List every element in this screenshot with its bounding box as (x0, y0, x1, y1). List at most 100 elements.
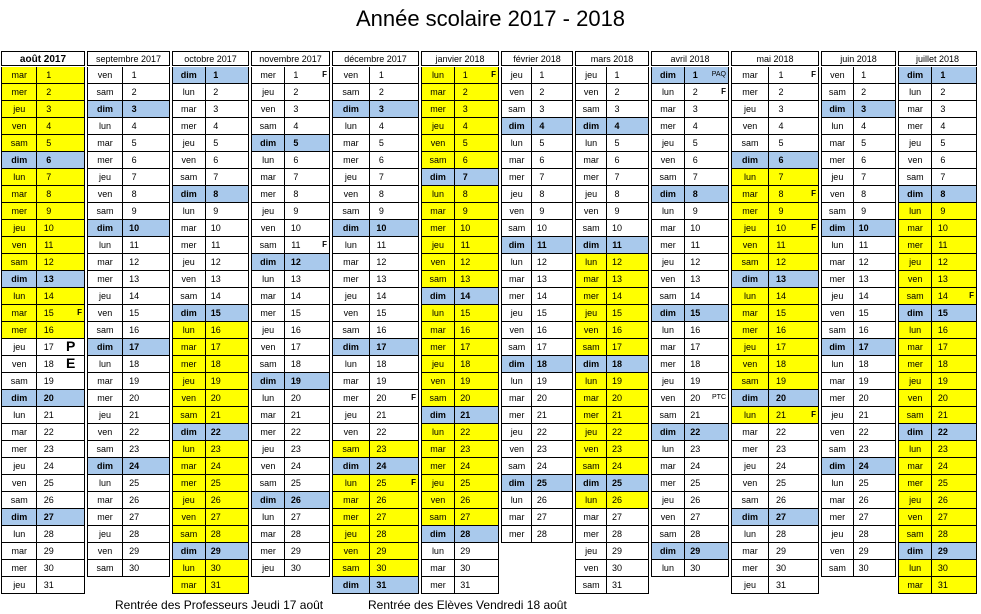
day-number: 1 (213, 70, 219, 80)
day-cell: dim 22 (651, 424, 729, 441)
cell-divider (768, 118, 770, 134)
weekday-label: lun (744, 529, 757, 539)
day-cell: sam 26 (731, 492, 819, 509)
day-marker: F (811, 410, 816, 419)
cell-divider (204, 492, 206, 508)
weekday-label: mar (508, 155, 525, 165)
weekday-label: mer (583, 291, 599, 301)
weekday-label: sam (429, 512, 447, 522)
weekday-label: ven (181, 512, 196, 522)
cell-divider (852, 254, 854, 270)
day-number: 17 (210, 342, 221, 352)
cell-divider (453, 441, 455, 457)
cell-divider (683, 169, 685, 185)
cell-divider (531, 475, 533, 491)
day-number: 3 (462, 104, 468, 114)
cell-divider (852, 339, 854, 355)
day-number: 23 (612, 444, 623, 454)
day-cell: lun 8 (421, 186, 499, 203)
weekday-label: dim (583, 359, 600, 369)
day-number: 21 (612, 410, 623, 420)
weekday-label: jeu (99, 529, 112, 539)
day-number: 31 (376, 580, 387, 590)
day-cell: ven 20 (898, 390, 977, 407)
weekday-label: mer (181, 121, 197, 131)
cell-divider (606, 84, 608, 100)
cell-divider (368, 390, 370, 406)
day-cell: ven 6 (651, 152, 729, 169)
day-cell: jeu 25 (421, 475, 499, 492)
cell-divider (852, 560, 854, 576)
day-cell: lun 2 (172, 84, 249, 101)
weekday-label: mer (430, 342, 446, 352)
weekday-label: jeu (585, 70, 598, 80)
weekday-label: mar (181, 342, 197, 352)
day-number: 17 (937, 342, 948, 352)
day-cell: dim 24 (332, 458, 419, 475)
day-number: 7 (462, 172, 468, 182)
weekday-label: jeu (831, 172, 844, 182)
day-cell: mer 13 (87, 271, 170, 288)
cell-divider (852, 203, 854, 219)
day-cell: ven 19 (421, 373, 499, 390)
day-cell: lun 2 (898, 84, 977, 101)
weekday-label: mer (829, 155, 846, 165)
day-cell: dim 11 (501, 237, 573, 254)
weekday-label: jeu (661, 495, 674, 505)
weekday-label: mer (508, 410, 525, 420)
weekday-label: lun (99, 478, 112, 488)
cell-divider (768, 288, 770, 304)
day-number: 25 (690, 478, 701, 488)
weekday-label: lun (831, 359, 844, 369)
day-cell: dim 8 (172, 186, 249, 203)
day-number: 15 (210, 308, 221, 318)
cell-divider (931, 356, 933, 372)
weekday-label: sam (508, 104, 526, 114)
cell-divider (852, 101, 854, 117)
cell-divider (531, 322, 533, 338)
weekday-label: dim (742, 155, 759, 165)
cell-divider (852, 543, 854, 559)
day-cell: jeu 30 (251, 560, 330, 577)
day-cell: ven 17 (251, 339, 330, 356)
weekday-label: ven (343, 546, 359, 556)
weekday-label: mer (829, 512, 846, 522)
cell-divider (606, 526, 608, 542)
cell-divider (852, 373, 854, 389)
day-number: 20 (858, 393, 869, 403)
day-number: 12 (937, 257, 948, 267)
day-number: 13 (376, 274, 387, 284)
day-number: 8 (462, 189, 468, 199)
cell-divider (531, 509, 533, 525)
day-cell: dim 5 (251, 135, 330, 152)
day-cell: jeu 21 (332, 407, 419, 424)
weekday-label: mar (583, 274, 599, 284)
day-cell: dim 15 (898, 305, 977, 322)
cell-divider (683, 424, 685, 440)
cell-divider (122, 492, 124, 508)
day-cell: mer 20 (87, 390, 170, 407)
weekday-label: lun (661, 444, 674, 454)
day-cell: lun 23 (898, 441, 977, 458)
day-number: 16 (129, 325, 140, 335)
day-cell: jeu 22 (501, 424, 573, 441)
cell-divider (36, 526, 38, 542)
cell-divider (204, 322, 206, 338)
weekday-label: sam (259, 240, 277, 250)
cell-divider (768, 407, 770, 423)
cell-divider (453, 475, 455, 491)
cell-divider (683, 186, 685, 202)
cell-divider (368, 543, 370, 559)
cell-divider (852, 237, 854, 253)
cell-divider (368, 254, 370, 270)
weekday-label: mar (660, 342, 676, 352)
weekday-label: sam (659, 291, 677, 301)
day-cell: mar 12 (821, 254, 896, 271)
day-cell: dim 24 (87, 458, 170, 475)
day-number: 12 (290, 257, 301, 267)
day-number: 5 (213, 138, 219, 148)
day-cell: jeu 19 (172, 373, 249, 390)
day-cell: sam 23 (332, 441, 419, 458)
weekday-label: jeu (182, 257, 195, 267)
cell-divider (931, 526, 933, 542)
